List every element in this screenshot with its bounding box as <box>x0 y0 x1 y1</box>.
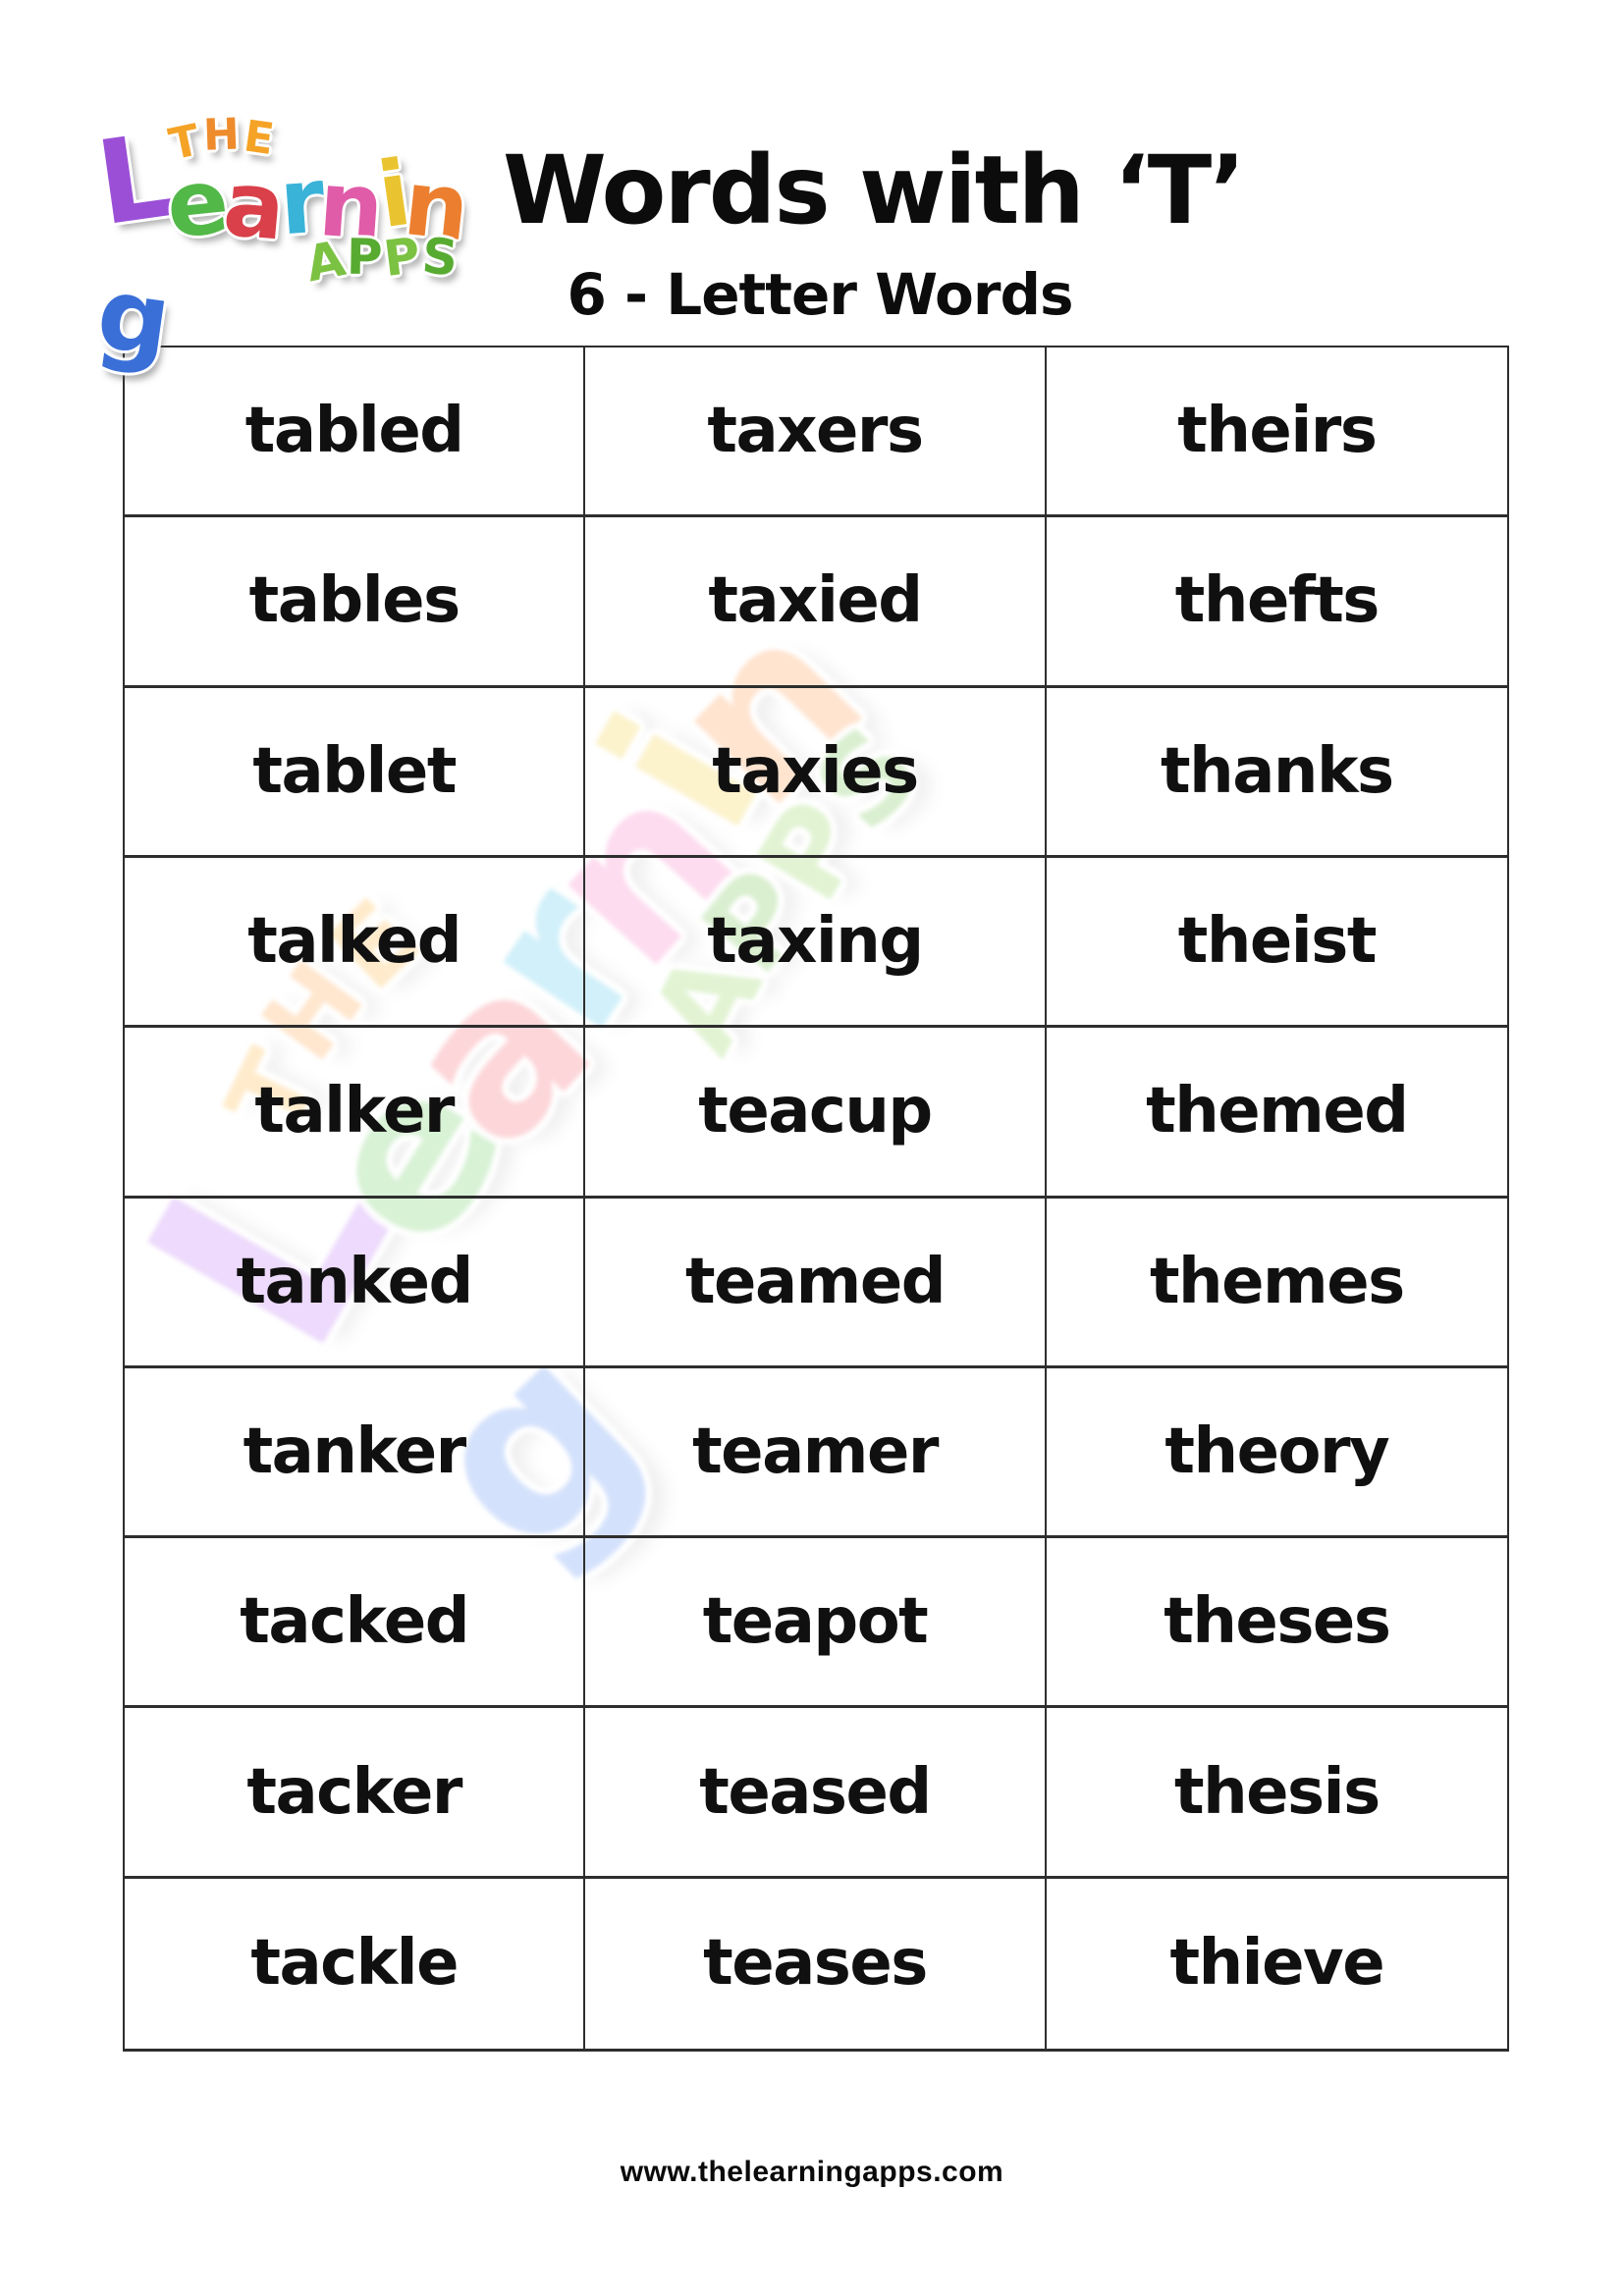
word-cell: theses <box>1046 1538 1507 1709</box>
word-cell: taxers <box>585 347 1047 518</box>
word-cell: teases <box>585 1878 1047 2049</box>
logo-letter: a <box>219 150 285 261</box>
word-cell: teapot <box>585 1538 1047 1709</box>
word-cell: tacker <box>125 1708 586 1879</box>
word-cell: tackle <box>125 1878 586 2049</box>
word-cell: theory <box>1046 1368 1507 1539</box>
word-cell: tacked <box>125 1538 586 1709</box>
word-cell: taxied <box>585 517 1047 688</box>
word-cell: thanks <box>1046 688 1507 858</box>
word-cell: taxies <box>585 687 1047 858</box>
word-cell: teacup <box>585 1028 1047 1199</box>
word-cell: themed <box>1046 1028 1507 1199</box>
word-cell: tanker <box>125 1367 586 1539</box>
word-cell: thefts <box>1046 517 1507 688</box>
logo-letter: A <box>300 229 352 294</box>
word-cell: tables <box>125 517 586 688</box>
logo-letter: S <box>419 227 462 288</box>
word-cell: theist <box>1046 858 1507 1029</box>
footer-url: www.thelearningapps.com <box>620 2156 1004 2188</box>
word-cell: thesis <box>1046 1708 1507 1879</box>
logo-word-apps: APPS <box>301 226 462 294</box>
word-cell: tablet <box>125 687 586 858</box>
logo-letter: g <box>90 254 173 381</box>
logo-letter: e <box>161 148 230 259</box>
logo-letter: P <box>380 226 426 289</box>
word-cell: talked <box>125 857 586 1029</box>
page-subtitle: 6 - Letter Words <box>567 261 1073 328</box>
logo-letter: P <box>346 228 385 287</box>
word-cell: tanked <box>125 1198 586 1368</box>
word-cell: taxing <box>585 857 1047 1029</box>
thelearningapps-logo: THE Learning APPS <box>89 86 479 380</box>
word-cell: theirs <box>1046 347 1507 518</box>
word-table: tabled taxers theirs tables taxied theft… <box>123 346 1509 2052</box>
page-title: Words with ‘T’ <box>503 135 1246 245</box>
word-cell: themes <box>1046 1199 1507 1368</box>
word-cell: teamer <box>585 1367 1047 1539</box>
word-cell: teamed <box>585 1198 1047 1368</box>
word-cell: tabled <box>125 347 586 518</box>
logo-letter: L <box>88 107 177 252</box>
word-cell: talker <box>125 1028 586 1199</box>
word-cell: thieve <box>1169 1927 1385 2001</box>
word-cell: teased <box>585 1708 1047 1879</box>
